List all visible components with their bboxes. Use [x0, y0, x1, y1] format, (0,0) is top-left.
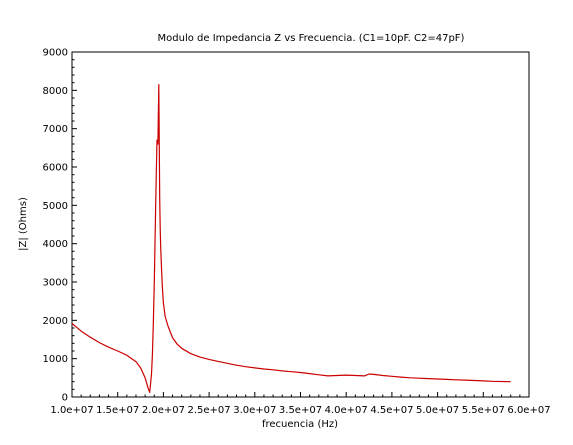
- y-tick-label: 7000: [43, 124, 68, 135]
- y-tick-label: 0: [62, 393, 68, 404]
- y-tick-label: 6000: [43, 163, 68, 174]
- x-tick-label: 3.5e+07: [279, 405, 322, 416]
- y-axis: 0 1000 2000 3000 4000 5000 6000 7000 8000 9000: [43, 48, 77, 404]
- y-tick-label: 4000: [43, 239, 68, 250]
- x-tick-label: 5.0e+07: [416, 405, 459, 416]
- plot-area: [71, 51, 530, 398]
- y-tick-label: 3000: [43, 278, 68, 289]
- x-tick-label: 1.5e+07: [96, 405, 139, 416]
- x-tick-label: 4.5e+07: [370, 405, 413, 416]
- x-tick-label: 2.0e+07: [142, 405, 185, 416]
- x-tick-label: 1.0e+07: [50, 405, 93, 416]
- x-axis: 1.0e+07 1.5e+07 2.0e+07 2.5e+07 3.0e+07 3.5e+…: [50, 392, 551, 416]
- y-axis-label: |Z| (Ohms): [18, 197, 29, 251]
- series-group: [71, 83, 511, 393]
- y-tick-label: 1000: [43, 354, 68, 365]
- x-axis-label: frecuencia (Hz): [262, 419, 338, 430]
- x-tick-label: 3.0e+07: [233, 405, 276, 416]
- y-tick-label: 2000: [43, 316, 68, 327]
- y-tick-label: 5000: [43, 201, 68, 212]
- chart-title: Modulo de Impedancia Z vs Frecuencia. (C…: [158, 33, 465, 44]
- x-tick-label: 4.0e+07: [325, 405, 368, 416]
- y-tick-label: 8000: [43, 86, 68, 97]
- x-tick-label: 2.5e+07: [188, 405, 231, 416]
- impedance-series-line: [71, 83, 511, 393]
- x-tick-label: 6.0e+07: [507, 405, 550, 416]
- y-tick-label: 9000: [43, 48, 68, 59]
- x-tick-label: 5.5e+07: [462, 405, 505, 416]
